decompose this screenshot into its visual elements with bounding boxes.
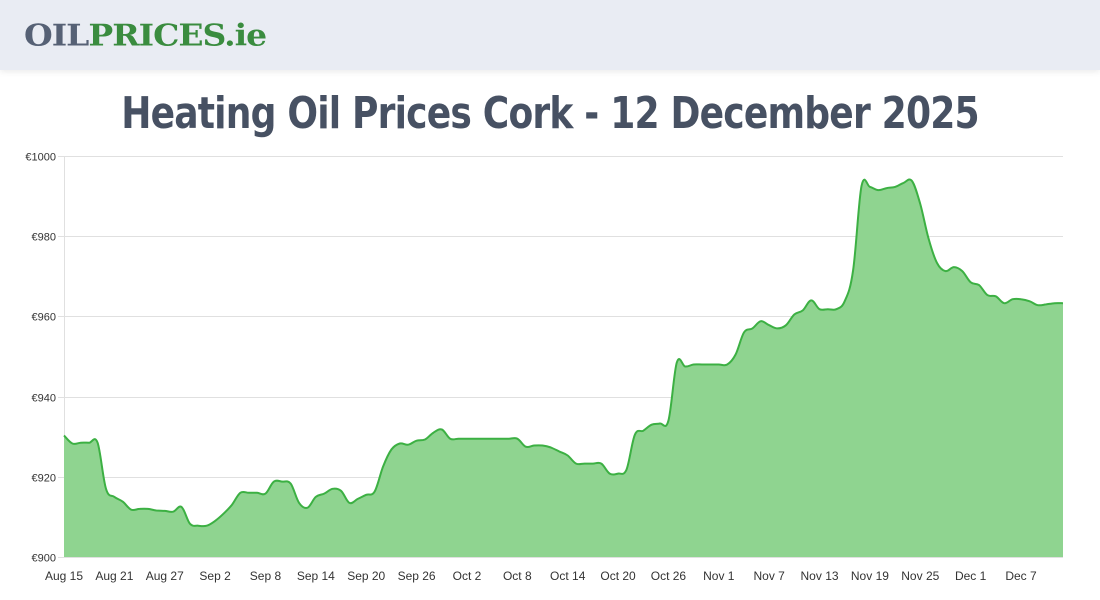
x-axis: Aug 15 Aug 21 Aug 27 Sep 2 Sep 8 Sep 14 Sep 20… [45, 569, 1037, 583]
x-tick-label: Oct 26 [651, 569, 687, 583]
y-tick-label: €920 [32, 473, 56, 485]
page-title: Heating Oil Prices Cork - 12 December 20… [121, 88, 979, 139]
x-tick-label: Oct 14 [550, 569, 586, 583]
y-tick-label: €900 [32, 553, 56, 565]
x-tick-label: Aug 21 [95, 569, 133, 583]
site-header: OILPRICES.ie [0, 0, 1100, 70]
x-tick-label: Sep 2 [199, 569, 231, 583]
x-tick-label: Sep 26 [398, 569, 436, 583]
site-logo[interactable]: OILPRICES.ie [24, 17, 267, 54]
y-tick-label: €960 [32, 312, 56, 324]
y-tick-label: €940 [32, 393, 56, 405]
price-area-fill [64, 179, 1063, 557]
x-tick-label: Dec 1 [955, 569, 987, 583]
y-axis: €900 €920 €940 €960 €980 €1000 [25, 152, 56, 565]
x-tick-label: Oct 2 [453, 569, 482, 583]
x-tick-label: Oct 20 [600, 569, 636, 583]
y-tick-label: €980 [32, 232, 56, 244]
x-tick-label: Sep 20 [347, 569, 385, 583]
logo-text-oil: OIL [24, 17, 89, 53]
x-tick-label: Nov 1 [703, 569, 735, 583]
x-tick-label: Oct 8 [503, 569, 532, 583]
x-tick-label: Nov 25 [901, 569, 939, 583]
x-tick-label: Sep 8 [250, 569, 282, 583]
x-tick-label: Nov 13 [801, 569, 839, 583]
logo-text-prices: PRICES.ie [88, 17, 267, 53]
x-tick-label: Nov 19 [851, 569, 889, 583]
price-line [63, 178, 1064, 528]
x-tick-label: Nov 7 [753, 569, 785, 583]
x-tick-label: Dec 7 [1005, 569, 1037, 583]
x-tick-label: Sep 14 [297, 569, 335, 583]
x-tick-label: Aug 15 [45, 569, 83, 583]
y-tick-label: €1000 [25, 152, 56, 164]
x-tick-label: Aug 27 [146, 569, 184, 583]
